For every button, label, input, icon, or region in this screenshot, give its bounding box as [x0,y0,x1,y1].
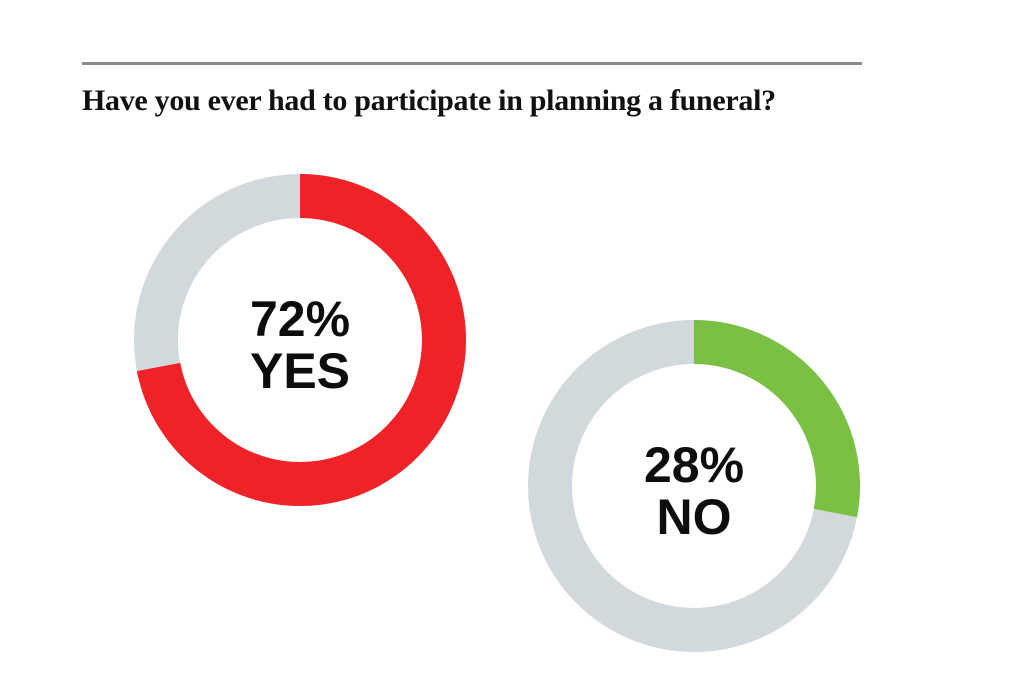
donut-yes-percent-label: 72% [250,291,350,347]
donut-no: 28% NO [528,320,860,652]
donut-no-percent-label: 28% [644,437,744,493]
donut-yes-arc [136,174,466,506]
donut-no-arc [693,320,860,518]
top-divider-rule [82,62,862,65]
donut-no-category-label: NO [657,489,732,545]
donut-yes-category-label: YES [250,343,350,399]
donut-yes: 72% YES [134,174,466,506]
chart-title: Have you ever had to participate in plan… [82,84,776,117]
